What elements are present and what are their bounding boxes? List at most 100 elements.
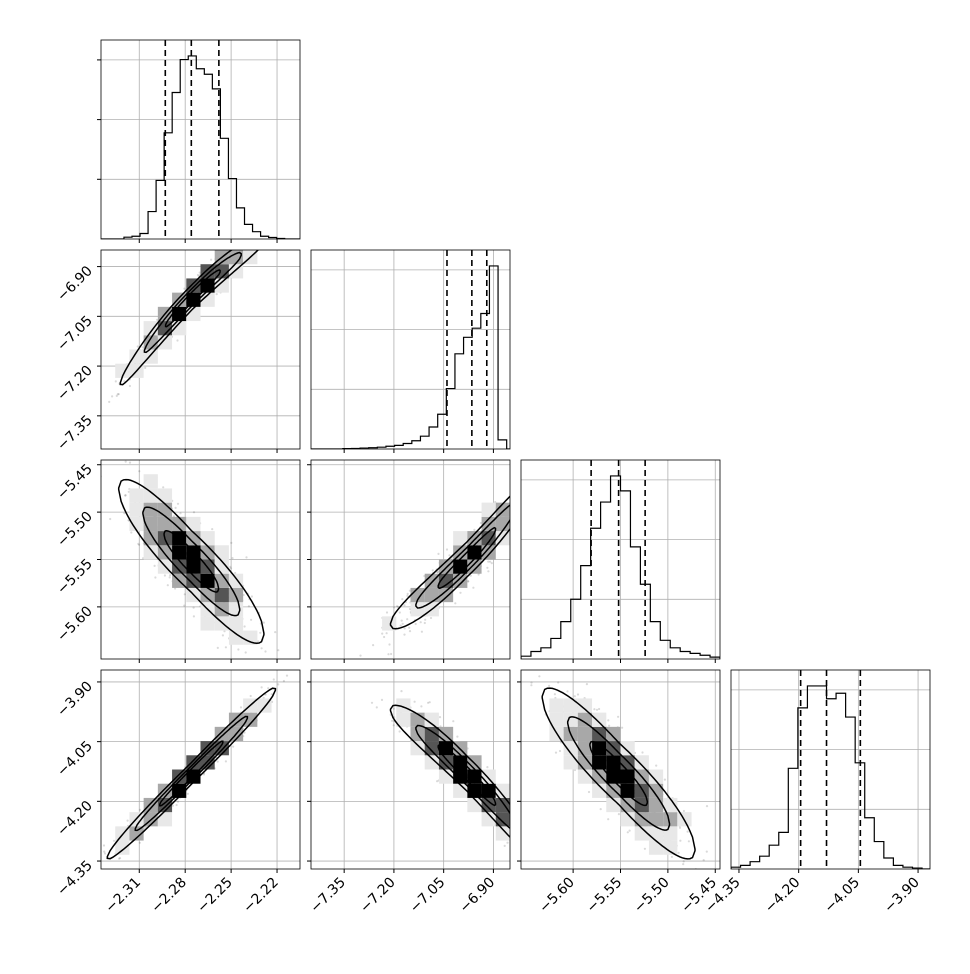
sample-point bbox=[385, 632, 388, 635]
y-tick-label: −5.45 bbox=[54, 461, 96, 503]
sample-point bbox=[175, 803, 178, 807]
sample-point bbox=[428, 701, 431, 704]
x-tick-label: −6.90 bbox=[457, 875, 499, 917]
sample-point bbox=[543, 464, 545, 466]
sample-point bbox=[513, 839, 515, 841]
density-cell bbox=[186, 573, 201, 588]
sample-point bbox=[534, 863, 536, 865]
density-cell bbox=[410, 602, 425, 617]
sample-point bbox=[517, 824, 519, 826]
scatter-panel-3-2: −5.60 −5.55 −5.50 −5.45 bbox=[517, 663, 721, 917]
density-cell bbox=[396, 712, 411, 727]
density-cell bbox=[186, 755, 201, 770]
sample-point bbox=[260, 647, 263, 650]
contour-level-1 bbox=[415, 504, 510, 609]
sample-point bbox=[525, 851, 527, 853]
sample-point bbox=[250, 618, 253, 621]
sample-point bbox=[533, 663, 535, 665]
contour-level-0 bbox=[389, 704, 510, 839]
sample-point bbox=[525, 503, 527, 505]
sample-point bbox=[270, 693, 273, 696]
sample-point bbox=[682, 860, 685, 863]
y-tick-label: −4.35 bbox=[54, 858, 96, 900]
sample-point bbox=[626, 831, 629, 834]
sample-point bbox=[530, 684, 533, 687]
density-cell bbox=[467, 559, 482, 574]
sample-point bbox=[387, 653, 390, 656]
sample-point bbox=[540, 471, 542, 473]
sample-point bbox=[138, 841, 141, 844]
density-cell bbox=[453, 573, 468, 588]
sample-point bbox=[141, 346, 144, 349]
sample-point bbox=[512, 823, 514, 825]
sample-point bbox=[530, 855, 532, 857]
sample-point bbox=[607, 719, 610, 722]
sample-point bbox=[682, 809, 686, 813]
y-tick-label: −5.55 bbox=[54, 556, 96, 598]
density-cell bbox=[214, 741, 229, 756]
sample-point bbox=[168, 576, 171, 579]
panel-content bbox=[101, 225, 300, 449]
density-cell bbox=[143, 488, 158, 503]
y-tick-label: −4.20 bbox=[54, 798, 96, 840]
x-tick-label: −7.05 bbox=[407, 875, 449, 917]
sample-point bbox=[503, 844, 506, 848]
sample-point bbox=[183, 604, 186, 607]
density-cell bbox=[115, 840, 130, 855]
sample-point bbox=[512, 821, 514, 823]
histogram-panel-1 bbox=[310, 249, 511, 453]
contour-level-2 bbox=[437, 526, 497, 589]
density-cell bbox=[200, 264, 215, 279]
x-tick-label: −5.50 bbox=[631, 875, 673, 917]
sample-point bbox=[259, 243, 261, 245]
sample-point bbox=[516, 834, 518, 836]
sample-point bbox=[400, 619, 403, 622]
density-cell bbox=[648, 840, 664, 855]
contour-level-1 bbox=[566, 716, 671, 831]
sample-point bbox=[519, 505, 521, 507]
sample-point bbox=[250, 595, 253, 598]
density-cell bbox=[563, 755, 578, 770]
sample-point bbox=[472, 586, 475, 589]
density-cell bbox=[143, 545, 158, 560]
sample-point bbox=[286, 662, 288, 664]
density-cell bbox=[634, 755, 649, 770]
contour-level-1 bbox=[143, 251, 242, 354]
density-cell bbox=[214, 545, 229, 560]
sample-point bbox=[511, 809, 513, 811]
sample-point bbox=[517, 798, 519, 800]
sample-point bbox=[406, 592, 409, 596]
sample-point bbox=[274, 631, 277, 634]
sample-point bbox=[557, 681, 560, 684]
sample-point bbox=[232, 745, 235, 748]
density-cell bbox=[424, 573, 439, 588]
sample-point bbox=[103, 852, 107, 855]
sample-point bbox=[406, 594, 409, 598]
x-tick-label: −2.25 bbox=[194, 875, 236, 917]
sample-point bbox=[380, 698, 384, 702]
sample-point bbox=[97, 462, 99, 464]
sample-point bbox=[154, 576, 157, 579]
density-cell bbox=[424, 741, 439, 756]
sample-point bbox=[249, 694, 252, 698]
sample-point bbox=[246, 247, 248, 249]
sample-point bbox=[192, 511, 196, 514]
sample-point bbox=[511, 810, 513, 812]
sample-point bbox=[450, 557, 453, 561]
sample-point bbox=[123, 380, 126, 383]
sample-point bbox=[153, 564, 156, 568]
density-cell bbox=[549, 712, 564, 727]
sample-point bbox=[514, 816, 516, 818]
sample-point bbox=[517, 507, 519, 509]
sample-point bbox=[257, 225, 259, 227]
sample-point bbox=[655, 764, 658, 767]
density-cell bbox=[243, 630, 258, 645]
density-cell bbox=[648, 812, 664, 827]
sample-point bbox=[517, 855, 519, 857]
sample-point bbox=[223, 630, 226, 633]
contour-level-0 bbox=[541, 687, 696, 860]
density-cell bbox=[481, 769, 496, 784]
sample-point bbox=[260, 686, 263, 689]
sample-point bbox=[459, 591, 462, 594]
